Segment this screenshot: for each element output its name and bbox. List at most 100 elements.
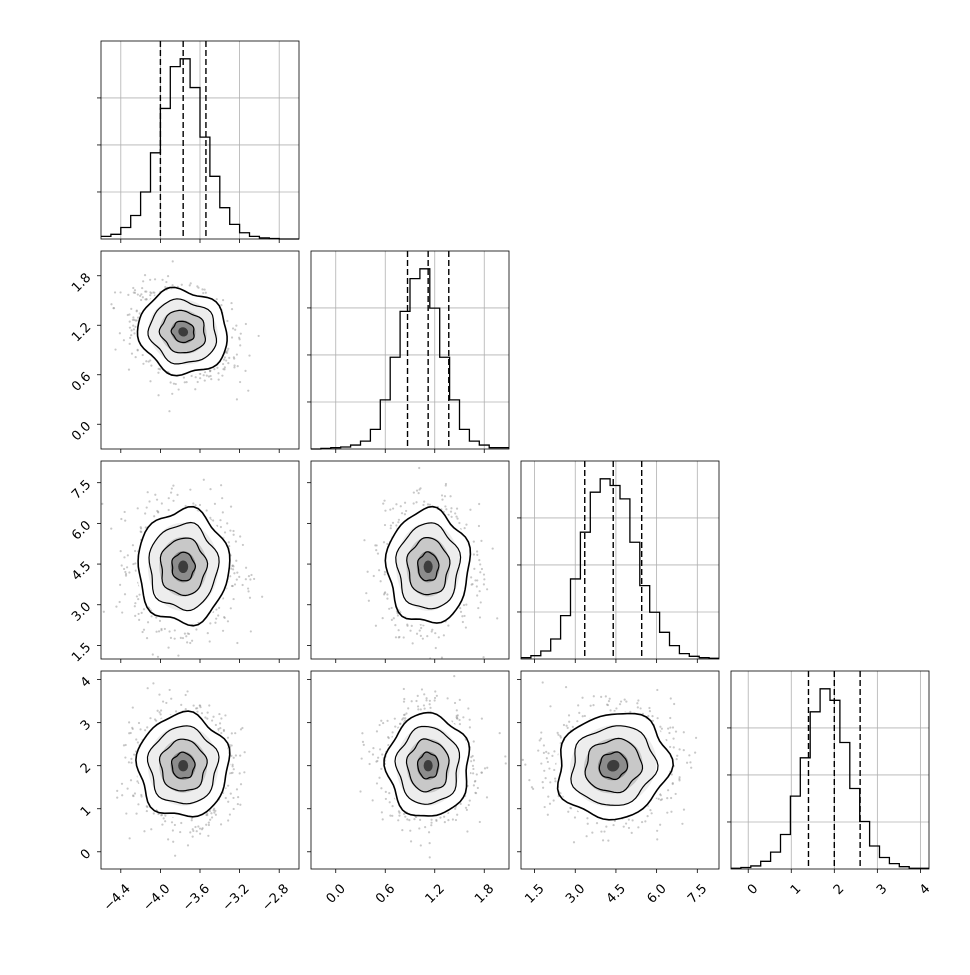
- scatter-point: [429, 856, 431, 858]
- scatter-point: [207, 712, 209, 714]
- scatter-point: [232, 327, 234, 329]
- scatter-point: [164, 628, 166, 630]
- scatter-point: [372, 753, 374, 755]
- scatter-point: [146, 805, 148, 807]
- scatter-point: [141, 612, 143, 614]
- scatter-point: [143, 629, 145, 631]
- scatter-point: [110, 528, 112, 530]
- scatter-point: [460, 803, 462, 805]
- scatter-point: [398, 519, 400, 521]
- scatter-point: [156, 499, 158, 501]
- scatter-point: [185, 694, 187, 696]
- scatter-point: [201, 288, 203, 290]
- scatter-point: [219, 722, 221, 724]
- scatter-point: [211, 816, 213, 818]
- scatter-point: [247, 390, 249, 392]
- scatter-point: [405, 510, 407, 512]
- scatter-point: [434, 697, 436, 699]
- scatter-point: [205, 824, 207, 826]
- scatter-point: [223, 729, 225, 731]
- scatter-point: [158, 630, 160, 632]
- scatter-point: [236, 788, 238, 790]
- scatter-point: [146, 506, 148, 508]
- scatter-point: [175, 710, 177, 712]
- scatter-point: [207, 835, 209, 837]
- scatter-point: [189, 284, 191, 286]
- scatter-point: [233, 572, 235, 574]
- scatter-point: [196, 830, 198, 832]
- scatter-point: [233, 357, 235, 359]
- scatter-point: [227, 801, 229, 803]
- scatter-point: [443, 634, 445, 636]
- scatter-point: [384, 573, 386, 575]
- scatter-point: [209, 488, 211, 490]
- scatter-point: [140, 795, 142, 797]
- scatter-point: [143, 830, 145, 832]
- scatter-point: [237, 803, 239, 805]
- scatter-point: [150, 365, 152, 367]
- scatter-point: [441, 494, 443, 496]
- scatter-point: [368, 600, 370, 602]
- scatter-point: [218, 713, 220, 715]
- density-content: [116, 682, 246, 856]
- scatter-point: [240, 333, 242, 335]
- scatter-point: [483, 578, 485, 580]
- scatter-point: [128, 313, 130, 315]
- scatter-point: [235, 540, 237, 542]
- scatter-point: [454, 512, 456, 514]
- scatter-point: [377, 552, 379, 554]
- scatter-point: [422, 638, 424, 640]
- scatter-point: [206, 375, 208, 377]
- scatter-point: [478, 559, 480, 561]
- scatter-point: [483, 583, 485, 585]
- scatter-point: [226, 350, 228, 352]
- scatter-point: [244, 370, 246, 372]
- scatter-point: [119, 601, 121, 603]
- scatter-point: [197, 287, 199, 289]
- scatter-point: [216, 367, 218, 369]
- scatter-point: [413, 491, 415, 493]
- scatter-point: [124, 756, 126, 758]
- scatter-point: [128, 571, 130, 573]
- scatter-point: [174, 824, 176, 826]
- scatter-point: [127, 294, 129, 296]
- scatter-point: [426, 635, 428, 637]
- scatter-point: [224, 366, 226, 368]
- density-fill: [178, 561, 188, 574]
- scatter-point: [221, 497, 223, 499]
- scatter-point: [115, 606, 117, 608]
- scatter-point: [204, 716, 206, 718]
- scatter-point: [155, 720, 157, 722]
- scatter-point: [230, 568, 232, 570]
- scatter-point: [415, 501, 417, 503]
- scatter-point: [124, 511, 126, 513]
- scatter-point: [403, 714, 405, 716]
- scatter-point: [398, 815, 400, 817]
- scatter-point: [456, 508, 458, 510]
- scatter-point: [191, 640, 193, 642]
- scatter-point: [384, 510, 386, 512]
- scatter-point: [479, 563, 481, 565]
- scatter-point: [225, 797, 227, 799]
- scatter-point: [119, 291, 121, 293]
- density-panel-1-2: [307, 459, 522, 663]
- scatter-point: [397, 521, 399, 523]
- scatter-point: [134, 550, 136, 552]
- scatter-point: [418, 827, 420, 829]
- scatter-point: [232, 530, 234, 532]
- scatter-point: [380, 720, 382, 722]
- histogram-panel-1: [307, 251, 509, 453]
- scatter-point: [418, 492, 420, 494]
- scatter-point: [250, 574, 252, 576]
- scatter-point: [230, 755, 232, 757]
- scatter-point: [138, 613, 140, 615]
- scatter-point: [160, 628, 162, 630]
- scatter-point: [149, 380, 151, 382]
- scatter-point: [363, 744, 365, 746]
- density-panel-0-2: [97, 459, 299, 663]
- scatter-point: [226, 522, 228, 524]
- scatter-point: [132, 316, 134, 318]
- scatter-point: [168, 509, 170, 511]
